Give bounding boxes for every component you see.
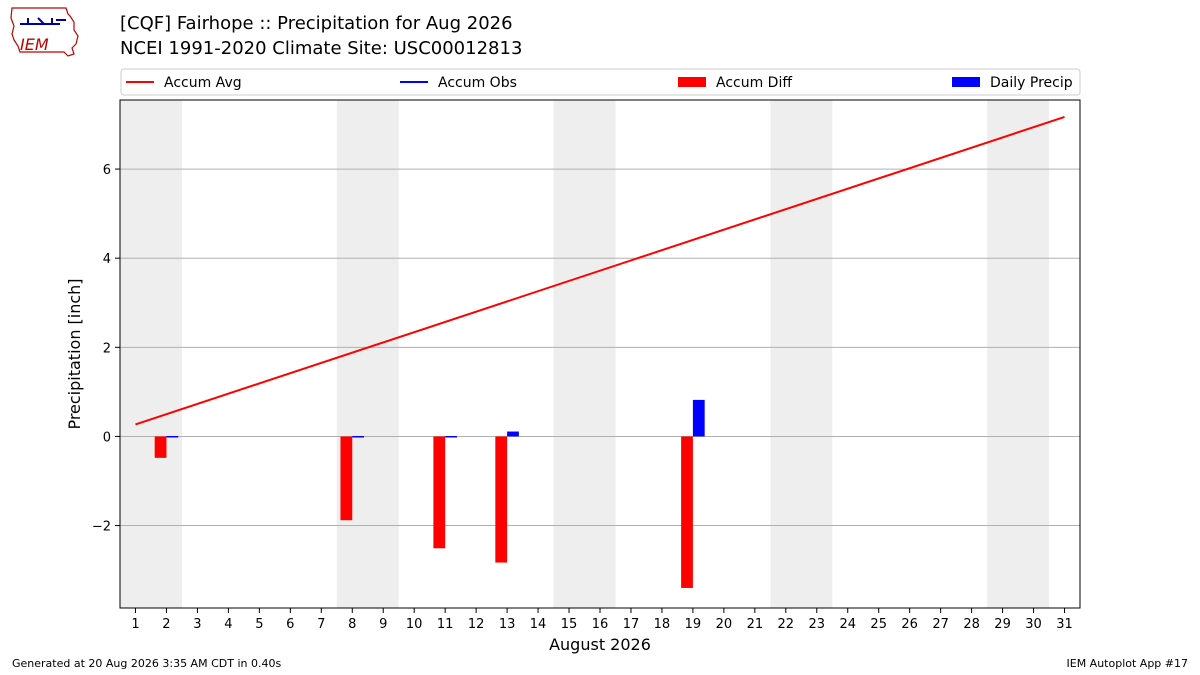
chart-subtitle: NCEI 1991-2020 Climate Site: USC00012813 bbox=[120, 38, 523, 59]
x-tick-label: 7 bbox=[317, 617, 325, 632]
x-tick-label: 27 bbox=[932, 617, 949, 632]
x-tick-label: 3 bbox=[193, 617, 201, 632]
x-tick-label: 15 bbox=[561, 617, 578, 632]
x-tick-label: 21 bbox=[747, 617, 764, 632]
x-tick-label: 9 bbox=[379, 617, 387, 632]
x-tick-label: 28 bbox=[963, 617, 980, 632]
accum-avg-line bbox=[135, 115, 1065, 426]
y-tick-label: 0 bbox=[103, 430, 111, 445]
state-outline-icon bbox=[10, 7, 79, 57]
accum-diff-bar bbox=[154, 436, 167, 458]
weekend-shade bbox=[987, 100, 1050, 608]
x-tick-label: 17 bbox=[623, 617, 640, 632]
x-tick-label: 14 bbox=[530, 617, 547, 632]
x-tick-label: 1 bbox=[131, 617, 139, 632]
x-tick-label: 16 bbox=[592, 617, 609, 632]
x-tick-label: 6 bbox=[286, 617, 294, 632]
grid-lines bbox=[120, 168, 1080, 527]
legend-label: Accum Obs bbox=[438, 75, 517, 91]
x-tick-label: 5 bbox=[255, 617, 263, 632]
x-tick-label: 10 bbox=[406, 617, 423, 632]
chart-title: [CQF] Fairhope :: Precipitation for Aug … bbox=[120, 13, 513, 34]
logo-text: IEM bbox=[20, 35, 49, 54]
y-tick-label: 2 bbox=[103, 341, 111, 356]
x-axis-label: August 2026 bbox=[549, 635, 651, 654]
legend-label: Accum Diff bbox=[716, 75, 792, 91]
x-tick-label: 18 bbox=[654, 617, 671, 632]
weekend-shade bbox=[553, 100, 616, 608]
y-axis: −2 0 2 4 6 bbox=[92, 163, 120, 535]
app-label: IEM Autoplot App #17 bbox=[1066, 657, 1189, 670]
x-tick-label: 12 bbox=[468, 617, 485, 632]
daily-precip-bar bbox=[692, 399, 705, 437]
legend-bar-swatch bbox=[678, 77, 706, 87]
accum-diff-bar bbox=[495, 436, 508, 563]
x-tick-label: 11 bbox=[437, 617, 454, 632]
y-tick-label: −2 bbox=[92, 520, 111, 535]
x-tick-label: 22 bbox=[778, 617, 795, 632]
x-tick-label: 24 bbox=[839, 617, 856, 632]
plot-background bbox=[120, 100, 1050, 608]
plot-marks bbox=[135, 115, 1065, 588]
accum-diff-bar bbox=[681, 436, 693, 588]
x-tick-label: 26 bbox=[901, 617, 918, 632]
x-axis: 1 2 3 4 5 6 7 8 9 10 11 12 13 14 15 16 17 18 19 20 21 22 23 24 2… bbox=[131, 608, 1073, 632]
generated-timestamp: Generated at 20 Aug 2026 3:35 AM CDT in … bbox=[12, 657, 282, 670]
legend: Accum Avg Accum Obs Accum Diff Daily Precip bbox=[120, 68, 1081, 96]
daily-precip-bar bbox=[352, 435, 365, 438]
x-tick-label: 4 bbox=[224, 617, 232, 632]
x-tick-label: 25 bbox=[870, 617, 887, 632]
y-axis-label: Precipitation [inch] bbox=[65, 278, 84, 429]
x-tick-label: 20 bbox=[716, 617, 733, 632]
legend-label: Accum Avg bbox=[164, 75, 242, 91]
x-tick-label: 13 bbox=[499, 617, 516, 632]
x-tick-label: 2 bbox=[162, 617, 170, 632]
weather-station-icon bbox=[20, 17, 66, 25]
y-tick-label: 6 bbox=[103, 163, 111, 178]
y-tick-label: 4 bbox=[103, 252, 111, 267]
daily-precip-bar bbox=[166, 435, 179, 438]
x-tick-label: 19 bbox=[685, 617, 702, 632]
weekend-shade bbox=[120, 100, 182, 608]
x-tick-label: 30 bbox=[1025, 617, 1042, 632]
legend-box bbox=[120, 68, 1081, 96]
x-tick-label: 23 bbox=[809, 617, 826, 632]
accum-diff-bar bbox=[340, 436, 353, 521]
x-tick-label: 31 bbox=[1056, 617, 1073, 632]
iem-logo: IEM bbox=[10, 7, 79, 57]
legend-label: Daily Precip bbox=[990, 75, 1073, 91]
weekend-shade bbox=[770, 100, 833, 608]
daily-precip-bar bbox=[507, 431, 519, 437]
daily-precip-bar bbox=[445, 435, 457, 438]
x-tick-label: 8 bbox=[348, 617, 356, 632]
accum-diff-bar bbox=[433, 436, 446, 549]
legend-bar-swatch bbox=[952, 77, 980, 87]
x-tick-label: 29 bbox=[994, 617, 1011, 632]
